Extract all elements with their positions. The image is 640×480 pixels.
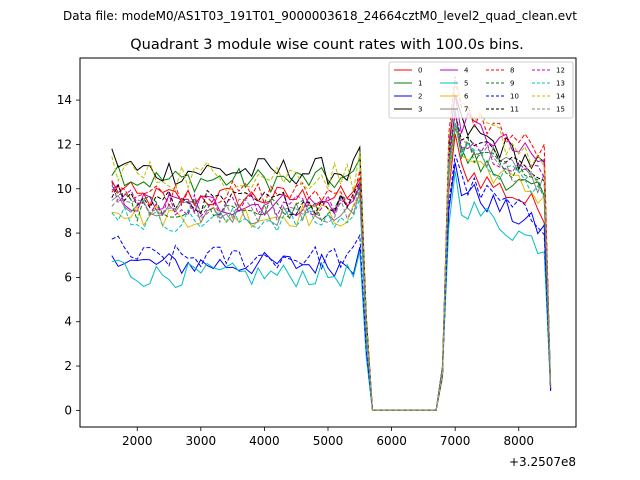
series-group xyxy=(111,76,552,411)
legend-box xyxy=(388,61,574,119)
series-line-10 xyxy=(111,154,552,411)
legend-label-11: 11 xyxy=(510,106,519,114)
series-line-1 xyxy=(111,127,552,411)
y-tick-label: 8 xyxy=(64,226,72,240)
y-axis: 0 2 4 6 8 10 12 14 xyxy=(57,93,80,417)
legend-label-15: 15 xyxy=(556,106,565,114)
series-line-2 xyxy=(111,162,552,411)
legend-label-4: 4 xyxy=(464,67,469,75)
y-tick-label: 14 xyxy=(57,93,72,107)
legend-label-7: 7 xyxy=(464,106,468,114)
series-line-13 xyxy=(111,122,552,411)
legend-label-8: 8 xyxy=(510,67,514,75)
legend-label-14: 14 xyxy=(556,93,565,101)
series-line-7 xyxy=(111,109,552,411)
x-tick-label: 3000 xyxy=(186,434,217,448)
y-tick-label: 0 xyxy=(64,403,72,417)
legend-label-1: 1 xyxy=(418,80,422,88)
x-tick-label: 5000 xyxy=(313,434,344,448)
legend-label-13: 13 xyxy=(556,80,565,88)
x-tick-label: 8000 xyxy=(503,434,534,448)
legend-label-6: 6 xyxy=(464,93,469,101)
y-tick-label: 6 xyxy=(64,270,72,284)
legend-label-3: 3 xyxy=(418,106,422,114)
y-tick-label: 10 xyxy=(57,182,72,196)
legend-label-10: 10 xyxy=(510,93,519,101)
chart-title: Quadrant 3 module wise count rates with … xyxy=(130,37,524,53)
x-offset-label: +3.2507e8 xyxy=(509,455,576,469)
y-tick-label: 4 xyxy=(64,315,72,329)
x-tick-label: 4000 xyxy=(249,434,280,448)
series-line-12 xyxy=(111,113,552,411)
series-line-6 xyxy=(111,124,552,411)
legend-label-2: 2 xyxy=(418,93,422,101)
series-line-15 xyxy=(111,123,552,411)
x-axis: 2000 3000 4000 5000 6000 7000 8000 xyxy=(122,427,534,448)
series-line-14 xyxy=(111,83,552,411)
series-line-8 xyxy=(111,76,552,411)
y-tick-label: 12 xyxy=(57,137,72,151)
legend-label-12: 12 xyxy=(556,67,565,75)
legend-label-0: 0 xyxy=(418,67,422,75)
legend-label-9: 9 xyxy=(510,80,514,88)
series-line-5 xyxy=(111,171,552,411)
x-tick-label: 2000 xyxy=(122,434,153,448)
legend-label-5: 5 xyxy=(464,80,468,88)
y-tick-label: 2 xyxy=(64,359,72,373)
chart-suptitle: Data file: modeM0/AS1T03_191T01_90000036… xyxy=(63,9,577,23)
series-line-9 xyxy=(111,110,552,411)
series-line-11 xyxy=(111,112,552,411)
series-line-0 xyxy=(111,133,552,411)
x-tick-label: 7000 xyxy=(440,434,471,448)
series-line-4 xyxy=(111,94,552,411)
x-tick-label: 6000 xyxy=(376,434,407,448)
